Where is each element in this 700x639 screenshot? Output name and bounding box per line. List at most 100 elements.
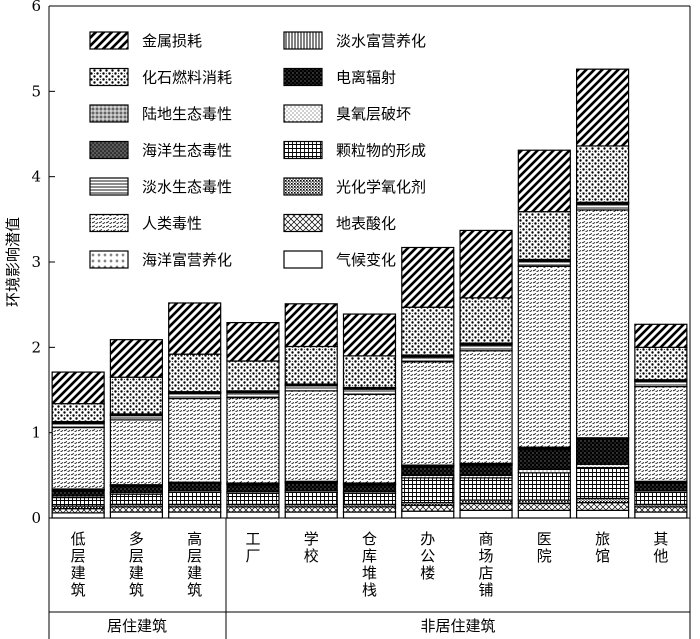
legend-label: 金属损耗	[142, 32, 202, 50]
bar-segment	[575, 467, 630, 499]
bar-stack	[575, 68, 630, 519]
bar-segment	[168, 506, 222, 513]
bar-segment	[517, 149, 571, 213]
bar-segment	[109, 485, 164, 493]
x-tick-label: 仓库堆栈	[362, 530, 377, 599]
legend-swatch	[89, 67, 129, 87]
x-tick-label: 医院	[537, 530, 552, 565]
bar-segment	[575, 145, 630, 203]
group-label-residential: 居住建筑	[107, 617, 167, 635]
bar-segment	[284, 506, 338, 513]
y-tick-label: 5	[31, 82, 41, 100]
y-axis-title: 环境影响潜值	[4, 217, 22, 307]
legend-label: 颗粒物的形成	[336, 142, 426, 160]
bar-segment	[51, 496, 105, 507]
y-tick-label: 6	[31, 0, 41, 15]
bar-segment	[342, 388, 397, 395]
y-tick-label: 3	[31, 253, 41, 271]
x-tick-label: 办公楼	[420, 530, 435, 582]
legend-swatch	[89, 213, 129, 233]
legend-swatch	[283, 140, 323, 160]
bar-segment	[517, 265, 571, 448]
bar-segment	[634, 380, 688, 388]
bar-segment	[51, 508, 105, 514]
bar-segment	[51, 490, 105, 497]
bar-segment	[284, 303, 338, 348]
legend-label: 化石燃料消耗	[142, 69, 232, 87]
bar-segment	[401, 306, 455, 356]
bar-segment	[575, 203, 630, 211]
bar-segment	[109, 493, 164, 505]
bar-stack	[634, 323, 688, 519]
bar-segment	[517, 211, 571, 261]
bar-segment	[459, 464, 513, 476]
bar-segment	[168, 353, 222, 393]
bar-stack	[401, 246, 455, 519]
bar-segment	[226, 321, 280, 362]
bar-segment	[284, 511, 338, 519]
bar-segment	[51, 512, 105, 519]
bar-segment	[401, 504, 455, 512]
y-axis-ticks: 0 1 2 3 4 5 6	[31, 0, 55, 527]
bar-segment	[226, 511, 280, 519]
bar-segment	[342, 355, 397, 389]
legend-label: 人类毒性	[142, 215, 202, 233]
bar-segment	[226, 506, 280, 513]
bar-segment	[226, 397, 280, 484]
bar-stack	[517, 149, 571, 519]
legend-label: 臭氧层破坏	[336, 105, 411, 123]
x-tick-label: 多层建筑	[129, 530, 144, 599]
bar-segment	[168, 302, 222, 355]
bar-segment	[342, 484, 397, 493]
bar-segment	[459, 509, 513, 519]
legend-swatch	[89, 250, 129, 269]
bar-segment	[342, 506, 397, 513]
bar-segment	[517, 472, 571, 501]
bar-segment	[634, 491, 688, 505]
bar-segment	[168, 397, 222, 483]
bar-segment	[168, 511, 222, 519]
group-frame	[48, 518, 691, 639]
bar-segment	[109, 506, 164, 513]
bar-segment	[634, 346, 688, 381]
bar-segment	[401, 246, 455, 308]
legend-label: 地表酸化	[336, 215, 396, 233]
bar-segment	[168, 483, 222, 492]
bar-segment	[575, 509, 630, 519]
bar-segment	[459, 477, 513, 501]
legend-swatch	[283, 250, 323, 269]
bar-stack	[168, 302, 222, 519]
bar-stack	[459, 229, 513, 519]
y-tick-label: 0	[31, 509, 41, 527]
bar-segment	[226, 492, 280, 505]
bar-segment	[226, 484, 280, 493]
legend-swatch	[283, 177, 323, 196]
legend-label: 淡水富营养化	[336, 32, 426, 50]
legend-label: 陆地生态毒性	[142, 105, 232, 123]
bar-segment	[226, 360, 280, 392]
bar-segment	[575, 438, 630, 465]
bar-segment	[401, 466, 455, 476]
x-tick-label: 学校	[304, 530, 319, 565]
bar-segment	[401, 477, 455, 504]
bar-segment	[459, 297, 513, 344]
bar-segment	[634, 482, 688, 492]
legend-label: 淡水生态毒性	[142, 178, 232, 196]
group-label-non-residential: 非居住建筑	[420, 617, 495, 635]
bars	[51, 68, 688, 519]
bar-segment	[575, 502, 630, 511]
x-tick-label: 其他	[653, 530, 668, 565]
bar-segment	[284, 390, 338, 482]
bar-segment	[342, 393, 397, 484]
bar-segment	[284, 345, 338, 385]
bar-segment	[634, 323, 688, 348]
x-tick-label: 商场店铺	[479, 530, 494, 599]
bar-segment	[459, 350, 513, 464]
bar-segment	[51, 426, 105, 490]
bar-segment	[575, 497, 630, 504]
bar-segment	[342, 313, 397, 357]
bar-segment	[109, 376, 164, 415]
bar-segment	[284, 482, 338, 492]
